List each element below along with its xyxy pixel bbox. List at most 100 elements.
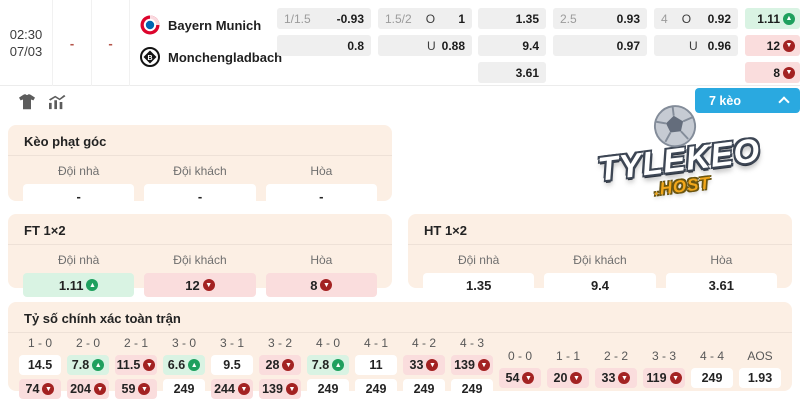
exact-score-card: Tỷ số chính xác toàn trận 1 - 0 14.5▲▼ 7… bbox=[8, 302, 792, 399]
score-odds-cell[interactable]: 7.8▲▼ bbox=[67, 355, 109, 375]
ht-section-title: HT 1×2 bbox=[408, 214, 792, 245]
score-label: 0 - 0 bbox=[507, 349, 532, 363]
score-label: AOS bbox=[747, 349, 773, 363]
score-odds-cell[interactable]: 20▲▼ bbox=[547, 368, 589, 388]
corner-draw-value: - bbox=[319, 188, 324, 204]
home-column-header: Đội nhà bbox=[457, 253, 500, 267]
svg-text:B: B bbox=[147, 55, 152, 62]
ht-draw-odds[interactable]: 3.61 ▲▼ bbox=[665, 273, 777, 297]
odds-ou-ht-under[interactable]: U 0.96 bbox=[654, 35, 738, 56]
score-column: 1 - 0 14.5▲▼ 74▲▼ bbox=[16, 335, 64, 399]
score-odds-cell[interactable]: 139▲▼ bbox=[259, 379, 301, 399]
odds-ou-ft-over[interactable]: 1.5/2 O 1 bbox=[378, 8, 472, 29]
score-odds-cell[interactable]: 6.6▲▼ bbox=[163, 355, 205, 375]
ft-draw-odds[interactable]: 8 ▲▼ bbox=[265, 273, 377, 297]
odds-1x2-ft-away[interactable]: 9.4 bbox=[478, 35, 546, 56]
ht-home-odds[interactable]: 1.35 ▲▼ bbox=[423, 273, 535, 297]
odds-my-away[interactable]: 12 ▲ ▼ bbox=[745, 35, 800, 56]
score-odds-cell[interactable]: 1.93▲▼ bbox=[739, 368, 781, 388]
score-odds-cell[interactable]: 33▲▼ bbox=[403, 355, 445, 375]
score-home-cell: - bbox=[53, 0, 92, 86]
score-label: 2 - 1 bbox=[123, 336, 148, 350]
trend-down-icon: ▼ bbox=[202, 279, 215, 291]
trend-down-icon: ▼ bbox=[783, 66, 795, 79]
score-odds-cell[interactable]: 11▲▼ bbox=[355, 355, 397, 375]
away-column-header: Đội khách bbox=[173, 253, 227, 267]
trend-down-icon: ▼ bbox=[285, 383, 298, 395]
score-odds-cell[interactable]: 33▲▼ bbox=[595, 368, 637, 388]
bayern-munich-logo-icon bbox=[140, 15, 160, 35]
my-home-odds: 1.11 bbox=[757, 11, 780, 26]
score-odds-value: 244 bbox=[214, 382, 235, 396]
score-label: 3 - 3 bbox=[651, 349, 676, 363]
away-team-row[interactable]: B Monchengladbach bbox=[140, 44, 282, 70]
score-column: 2 - 1 11.5▲▼ 59▲▼ bbox=[112, 335, 160, 399]
ft-away-odds[interactable]: 12 ▲▼ bbox=[144, 273, 256, 297]
score-odds-cell[interactable]: 249▲▼ bbox=[403, 379, 445, 399]
score-odds-cell[interactable]: 54▲▼ bbox=[499, 368, 541, 388]
odds-hdp-ft-home[interactable]: 1/1.5 -0.93 bbox=[277, 8, 371, 29]
odds-my-home[interactable]: 1.11 ▲ ▼ bbox=[745, 8, 800, 29]
hdp-ht-away-odds: 0.97 bbox=[616, 38, 640, 53]
score-odds-value: 28 bbox=[265, 358, 280, 372]
score-label: 2 - 2 bbox=[603, 349, 628, 363]
score-odds-cell[interactable]: 28▲▼ bbox=[259, 355, 301, 375]
corner-away-odds[interactable]: - ▲▼ bbox=[144, 184, 256, 208]
odds-hdp-ft-away[interactable]: 0.8 bbox=[277, 35, 371, 56]
odds-1x2-ft-home[interactable]: 1.35 bbox=[478, 8, 546, 29]
ft-home-odds[interactable]: 1.11 ▲▼ bbox=[23, 273, 135, 297]
hdp-ht-line: 2.5 bbox=[560, 11, 577, 26]
score-odds-cell[interactable]: 14.5▲▼ bbox=[19, 355, 61, 375]
score-odds-value: 11 bbox=[369, 358, 383, 372]
score-odds-cell[interactable]: 59▲▼ bbox=[115, 379, 157, 399]
ft-home-value: 1.11 bbox=[58, 277, 84, 293]
ou-ft-over-odds: 1 bbox=[458, 11, 465, 26]
score-odds-cell[interactable]: 249▲▼ bbox=[355, 379, 397, 399]
score-odds-cell[interactable]: 249▲▼ bbox=[307, 379, 349, 399]
score-odds-cell[interactable]: 139▲▼ bbox=[451, 355, 493, 375]
score-odds-value: 249 bbox=[173, 382, 195, 396]
odds-hdp-ht-home[interactable]: 2.5 0.93 bbox=[553, 8, 647, 29]
corner-home-odds[interactable]: - ▲▼ bbox=[23, 184, 135, 208]
score-label: 3 - 0 bbox=[171, 336, 196, 350]
score-odds-cell[interactable]: 204▲▼ bbox=[67, 379, 109, 399]
ht-1x2-card: HT 1×2 Đội nhà 1.35 ▲▼ Đội khách 9.4 ▲▼ … bbox=[408, 214, 792, 297]
trend-down-icon: ▼ bbox=[426, 359, 439, 371]
score-odds-cell[interactable]: 244▲▼ bbox=[211, 379, 253, 399]
trend-down-icon: ▼ bbox=[618, 372, 631, 384]
ou-ht-over-odds: 0.92 bbox=[707, 11, 731, 26]
score-odds-cell[interactable]: 249▲▼ bbox=[691, 368, 733, 388]
stats-chart-icon[interactable] bbox=[48, 94, 66, 110]
score-odds-cell[interactable]: 119▲▼ bbox=[643, 368, 685, 388]
score-odds-cell[interactable]: 249▲▼ bbox=[163, 379, 205, 399]
score-odds-cell[interactable]: 11.5▲▼ bbox=[115, 355, 157, 375]
corner-draw-odds[interactable]: - ▲▼ bbox=[265, 184, 377, 208]
odds-1x2-ft-draw[interactable]: 3.61 bbox=[478, 62, 546, 83]
jersey-icon[interactable] bbox=[18, 94, 36, 110]
score-column: 4 - 4 249▲▼ bbox=[688, 335, 736, 399]
score-odds-cell[interactable]: 7.8▲▼ bbox=[307, 355, 349, 375]
bets-count-button[interactable]: 7 kèo bbox=[695, 88, 800, 113]
my-draw-odds: 8 bbox=[773, 65, 780, 80]
score-label: 2 - 0 bbox=[75, 336, 100, 350]
ou-ft-line: 1.5/2 bbox=[385, 11, 412, 26]
score-odds-cell[interactable]: 9.5▲▼ bbox=[211, 355, 253, 375]
monchengladbach-logo-icon: B bbox=[140, 47, 160, 67]
ht-away-value: 9.4 bbox=[590, 277, 610, 293]
trend-down-icon: ▼ bbox=[669, 372, 682, 384]
score-odds-cell[interactable]: 74▲▼ bbox=[19, 379, 61, 399]
ht-away-odds[interactable]: 9.4 ▲▼ bbox=[544, 273, 656, 297]
trend-up-icon: ▲ bbox=[783, 12, 795, 25]
odds-ou-ht-over[interactable]: 4 O 0.92 bbox=[654, 8, 738, 29]
chevron-up-icon bbox=[778, 96, 790, 108]
score-grid: 1 - 0 14.5▲▼ 74▲▼ 2 - 0 7.8▲▼ 204▲▼ 2 - … bbox=[8, 333, 792, 399]
score-section-title: Tỷ số chính xác toàn trận bbox=[8, 302, 792, 333]
score-label: 4 - 2 bbox=[411, 336, 436, 350]
score-odds-cell[interactable]: 249▲▼ bbox=[451, 379, 493, 399]
score-odds-value: 249 bbox=[317, 382, 339, 396]
odds-ou-ft-under[interactable]: U 0.88 bbox=[378, 35, 472, 56]
score-odds-value: 59 bbox=[121, 382, 136, 396]
odds-my-draw[interactable]: 8 ▲ ▼ bbox=[745, 62, 800, 83]
odds-hdp-ht-away[interactable]: 0.97 bbox=[553, 35, 647, 56]
home-team-row[interactable]: Bayern Munich bbox=[140, 12, 261, 38]
